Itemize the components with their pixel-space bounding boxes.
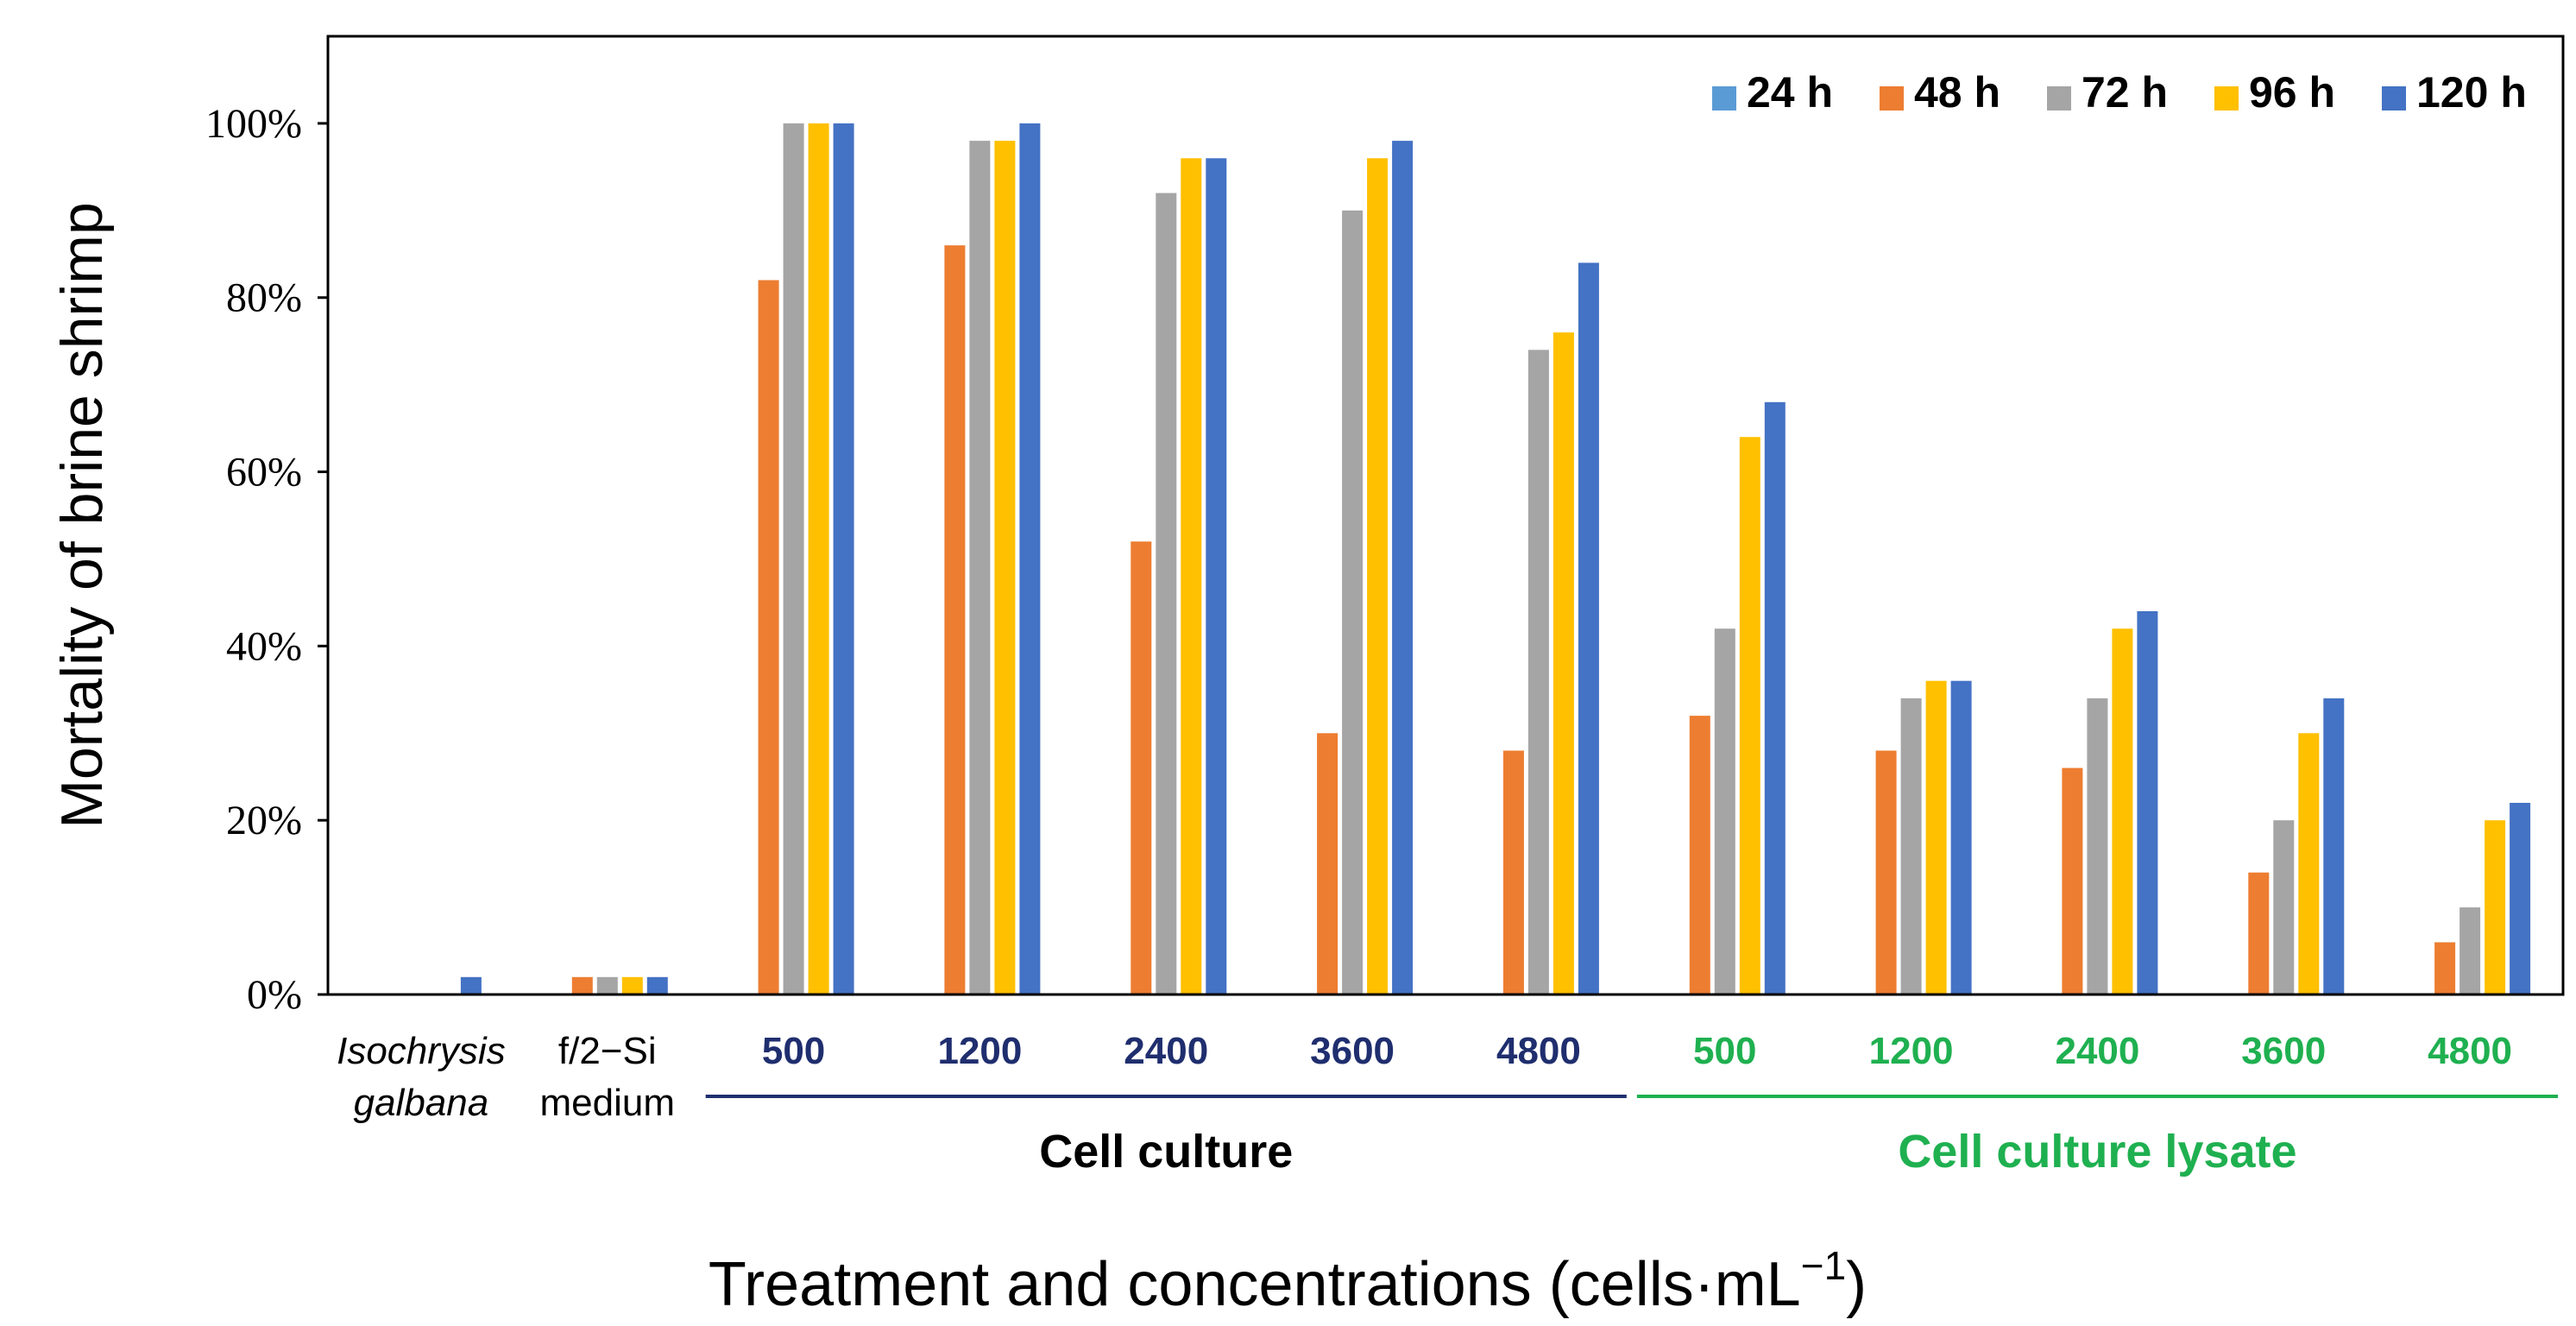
y-tick-label: 40% bbox=[226, 623, 302, 669]
x-category-label: medium bbox=[540, 1082, 676, 1124]
bar-120h-cat2 bbox=[833, 123, 854, 994]
bar-72h-cat2 bbox=[783, 123, 804, 994]
bar-120h-cat11 bbox=[2510, 803, 2531, 994]
y-tick-label: 20% bbox=[226, 798, 302, 843]
bar-48h-cat11 bbox=[2434, 942, 2456, 994]
y-tick-label: 100% bbox=[205, 101, 302, 147]
bar-96h-cat8 bbox=[1925, 680, 1947, 994]
x-category-label: 2400 bbox=[2055, 1030, 2139, 1072]
legend-label: 120 h bbox=[2416, 68, 2527, 117]
legend-swatch-24h bbox=[1712, 86, 1736, 110]
x-category-label: 1200 bbox=[937, 1030, 1022, 1072]
bar-120h-cat1 bbox=[646, 976, 668, 994]
bar-96h-cat11 bbox=[2485, 820, 2506, 994]
x-category-label: 500 bbox=[1693, 1030, 1756, 1072]
x-category-label: 4800 bbox=[2428, 1030, 2512, 1072]
category-groups: Cell culture Cell culture lysate bbox=[705, 1095, 2558, 1178]
bar-48h-cat7 bbox=[1689, 716, 1710, 994]
x-category-label: 4800 bbox=[1496, 1030, 1581, 1072]
bar-72h-cat7 bbox=[1714, 628, 1735, 994]
bar-72h-cat10 bbox=[2273, 820, 2295, 994]
bar-72h-cat1 bbox=[596, 976, 618, 994]
bar-120h-cat7 bbox=[1764, 401, 1786, 994]
x-category-label: 3600 bbox=[2241, 1030, 2326, 1072]
bar-120h-cat4 bbox=[1206, 158, 1227, 995]
bar-96h-cat7 bbox=[1739, 437, 1760, 994]
legend-swatch-96h bbox=[2214, 86, 2239, 110]
x-axis-label: Treatment and concentrations (cells·mL−1… bbox=[709, 1243, 1867, 1319]
bar-72h-cat5 bbox=[1342, 210, 1364, 995]
bar-48h-cat4 bbox=[1131, 541, 1152, 994]
legend-swatch-48h bbox=[1880, 86, 1904, 110]
y-axis-ticks: 0% 20% 40% 60% 80% 100% bbox=[205, 101, 328, 1018]
bar-120h-cat9 bbox=[2137, 611, 2158, 994]
bar-120h-cat10 bbox=[2323, 698, 2345, 994]
bar-120h-cat8 bbox=[1950, 680, 1972, 994]
bar-72h-cat11 bbox=[2459, 907, 2481, 994]
y-tick-label: 60% bbox=[226, 450, 302, 496]
legend-swatch-120h bbox=[2382, 86, 2406, 110]
y-tick-label: 80% bbox=[226, 275, 302, 321]
bars-layer bbox=[460, 123, 2531, 995]
bar-48h-cat8 bbox=[1875, 750, 1897, 994]
legend-label: 24 h bbox=[1747, 68, 1833, 117]
bar-120h-cat5 bbox=[1392, 141, 1414, 995]
bar-72h-cat4 bbox=[1156, 193, 1177, 995]
bar-72h-cat6 bbox=[1527, 350, 1549, 994]
bar-96h-cat9 bbox=[2112, 628, 2133, 994]
plot-frame bbox=[326, 35, 2565, 996]
bar-96h-cat6 bbox=[1553, 332, 1574, 995]
x-axis-categories: Isochrysis galbana f/2−Si medium 500 1200 2400… bbox=[337, 1030, 2512, 1124]
x-category-label: 2400 bbox=[1124, 1030, 1208, 1072]
bar-48h-cat2 bbox=[758, 280, 779, 994]
legend-label: 48 h bbox=[1914, 68, 2000, 117]
bar-48h-cat9 bbox=[2062, 767, 2083, 994]
bar-120h-cat0 bbox=[460, 976, 482, 994]
bar-48h-cat3 bbox=[944, 245, 966, 994]
bar-96h-cat2 bbox=[808, 123, 829, 994]
x-category-label: Isochrysis bbox=[337, 1030, 506, 1072]
legend: 24 h 48 h 72 h 96 h 120 h bbox=[1712, 68, 2527, 117]
bar-96h-cat1 bbox=[621, 976, 643, 994]
x-category-label: galbana bbox=[354, 1082, 489, 1124]
y-axis-label: Mortality of brine shrimp bbox=[49, 202, 115, 829]
legend-label: 96 h bbox=[2249, 68, 2335, 117]
x-axis-label-end: ) bbox=[1846, 1250, 1867, 1319]
legend-swatch-72h bbox=[2047, 86, 2071, 110]
group-label-culture: Cell culture bbox=[1039, 1126, 1293, 1178]
bar-72h-cat3 bbox=[969, 141, 991, 995]
legend-label: 72 h bbox=[2082, 68, 2168, 117]
bar-96h-cat5 bbox=[1367, 158, 1389, 995]
bar-48h-cat5 bbox=[1317, 733, 1338, 994]
x-axis-label-superscript: −1 bbox=[1801, 1243, 1846, 1288]
bar-48h-cat10 bbox=[2248, 872, 2270, 994]
x-axis-label-main: Treatment and concentrations (cells·mL bbox=[709, 1250, 1801, 1319]
x-category-label: 3600 bbox=[1310, 1030, 1395, 1072]
bar-48h-cat1 bbox=[571, 976, 593, 994]
x-category-label: f/2−Si bbox=[558, 1030, 657, 1072]
bar-120h-cat6 bbox=[1578, 262, 1599, 994]
bar-120h-cat3 bbox=[1019, 123, 1041, 994]
bar-48h-cat6 bbox=[1502, 750, 1524, 994]
bar-72h-cat9 bbox=[2087, 698, 2108, 994]
bar-72h-cat8 bbox=[1900, 698, 1922, 994]
bar-96h-cat10 bbox=[2298, 733, 2320, 994]
x-category-label: 500 bbox=[762, 1030, 825, 1072]
bar-96h-cat3 bbox=[994, 141, 1016, 995]
group-label-lysate: Cell culture lysate bbox=[1898, 1126, 2296, 1178]
y-tick-label: 0% bbox=[247, 972, 302, 1018]
bar-96h-cat4 bbox=[1181, 158, 1202, 995]
x-category-label: 1200 bbox=[1869, 1030, 1954, 1072]
